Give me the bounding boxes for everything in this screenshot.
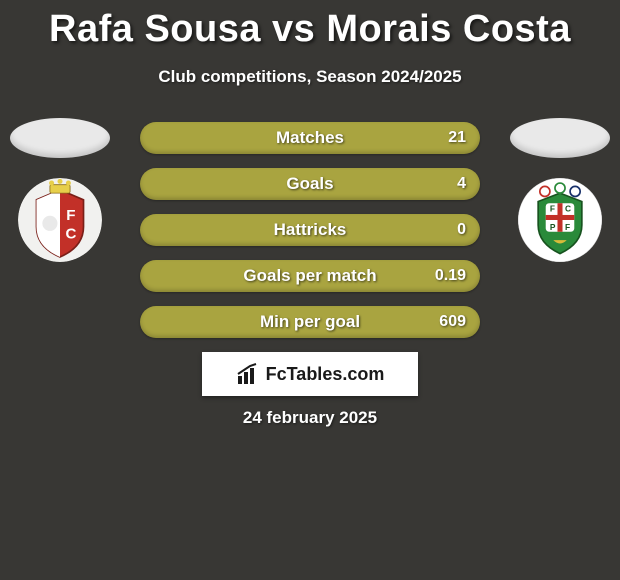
stat-label: Min per goal — [140, 312, 480, 332]
svg-text:F: F — [565, 222, 570, 232]
stat-label: Goals per match — [140, 266, 480, 286]
stat-right-value: 0.19 — [435, 267, 466, 285]
stat-label: Hattricks — [140, 220, 480, 240]
svg-text:F: F — [66, 207, 75, 224]
svg-text:C: C — [65, 225, 76, 242]
team-crest-right: F C P F — [518, 178, 602, 262]
stat-right-value: 0 — [457, 221, 466, 239]
branding-text: FcTables.com — [266, 364, 385, 385]
stat-row-hattricks: Hattricks 0 — [140, 214, 480, 246]
svg-text:F: F — [550, 204, 555, 214]
date-label: 24 february 2025 — [0, 408, 620, 428]
stats-container: Matches 21 Goals 4 Hattricks 0 Goals per… — [140, 122, 480, 338]
page-title: Rafa Sousa vs Morais Costa — [0, 0, 620, 51]
stat-right-value: 21 — [448, 129, 466, 147]
player-oval-left — [10, 118, 110, 158]
stat-row-goals: Goals 4 — [140, 168, 480, 200]
svg-text:C: C — [565, 204, 571, 214]
stat-label: Matches — [140, 128, 480, 148]
stat-row-matches: Matches 21 — [140, 122, 480, 154]
stat-label: Goals — [140, 174, 480, 194]
team-crest-left: F C — [18, 178, 102, 262]
svg-text:P: P — [550, 222, 556, 232]
player-oval-right — [510, 118, 610, 158]
stat-row-goals-per-match: Goals per match 0.19 — [140, 260, 480, 292]
page-subtitle: Club competitions, Season 2024/2025 — [0, 67, 620, 87]
stat-right-value: 4 — [457, 175, 466, 193]
bar-chart-icon — [236, 362, 260, 386]
stat-right-value: 609 — [439, 313, 466, 331]
stat-row-min-per-goal: Min per goal 609 — [140, 306, 480, 338]
branding-box: FcTables.com — [202, 352, 418, 396]
